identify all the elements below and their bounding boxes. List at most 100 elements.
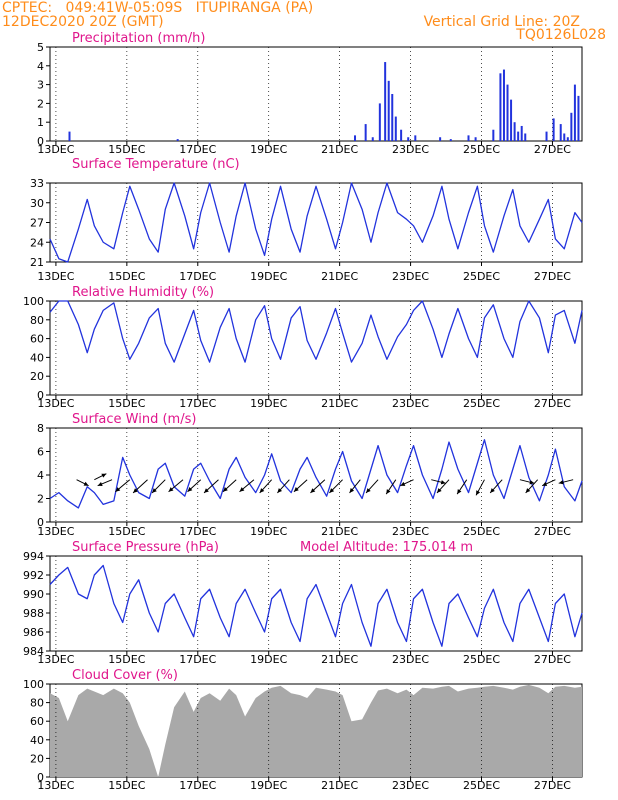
y-tick-label: 30 [30,197,44,210]
y-tick-label: 2 [37,493,44,506]
panel-title: Precipitation (mm/h) [72,31,205,46]
x-tick-label: 17DEC [179,270,216,283]
header-model-code: TQ0126L028 [516,27,606,43]
y-tick-label: 40 [30,734,44,747]
x-tick-label: 15DEC [108,779,145,792]
precip-bar [563,133,566,141]
x-tick-label: 13DEC [37,397,74,410]
panel-pres: 984 986 988 990 992 994 13DEC 15DEC 17DEC 19DEC 21… [23,540,583,666]
precip-bar [400,129,403,141]
x-tick-label: 13DEC [37,653,74,666]
series-line [49,300,583,363]
precip-bar [506,84,509,141]
x-tick-label: 23DEC [392,143,429,156]
y-tick-label: 0 [37,389,44,402]
y-tick-label: 21 [30,256,44,269]
wind-arrow-head [83,481,89,486]
wind-arrow-head [400,481,406,486]
series-line [49,564,583,647]
y-tick-label: 80 [30,314,44,327]
y-tick-label: 2 [37,97,44,110]
x-tick-label: 21DEC [321,525,358,538]
header-station: CPTEC: 049:41W-05:09S ITUPIRANGA (PA) [2,0,314,16]
panel-rh: 0 20 40 60 80 100 13DEC 15DEC 17DEC 19DEC 21DEC 23D… [23,285,583,410]
precip-bar [387,80,390,141]
precip-bar [517,131,520,141]
wind-arrow-head [97,481,103,486]
y-tick-label: 60 [30,715,44,728]
precip-bar [559,124,562,141]
wind-arrow-head [310,488,316,493]
x-tick-label: 15DEC [108,143,145,156]
x-tick-label: 25DEC [463,653,500,666]
y-tick-label: 6 [37,446,44,459]
x-tick-label: 13DEC [37,143,74,156]
precip-bar [354,135,357,141]
x-tick-label: 27DEC [534,270,571,283]
plot-frame [49,300,583,396]
y-tick-label: 80 [30,697,44,710]
x-tick-label: 23DEC [392,525,429,538]
x-tick-label: 27DEC [534,143,571,156]
wind-arrow-head [133,488,138,493]
precip-bar [414,135,417,141]
x-tick-label: 17DEC [179,779,216,792]
x-tick-label: 25DEC [463,779,500,792]
x-tick-label: 21DEC [321,270,358,283]
wind-arrow-head [293,487,299,492]
precip-bar [371,137,374,141]
x-tick-label: 19DEC [250,525,287,538]
x-tick-label: 23DEC [392,779,429,792]
y-tick-label: 33 [30,177,44,190]
x-tick-label: 25DEC [463,143,500,156]
y-tick-label: 8 [37,422,44,435]
precip-bar [449,139,452,141]
y-tick-label: 27 [30,217,44,230]
wind-arrow-head [457,489,462,495]
series-line [49,182,583,263]
y-tick-label: 988 [23,607,44,620]
x-tick-label: 23DEC [392,397,429,410]
x-tick-label: 19DEC [250,779,287,792]
precip-bar [394,116,397,141]
x-tick-label: 19DEC [250,270,287,283]
panel-title: Cloud Cover (%) [72,668,178,683]
y-tick-label: 990 [23,588,44,601]
wind-arrow-head [101,473,107,478]
series-line [49,439,583,509]
precip-bar [545,131,548,141]
y-tick-label: 0 [37,135,44,148]
precip-bar [492,129,495,141]
y-tick-label: 60 [30,333,44,346]
x-tick-label: 25DEC [463,397,500,410]
precip-bar [552,118,555,141]
y-tick-label: 20 [30,752,44,765]
precip-bar [577,95,580,141]
x-tick-label: 15DEC [108,653,145,666]
wind-arrow-head [525,488,531,493]
x-tick-label: 27DEC [534,397,571,410]
panel-cloud: 0 20 40 60 80 100 13DEC 15DEC 17DEC 19DEC 21DEC 23D… [23,668,583,792]
y-tick-label: 100 [23,678,44,691]
y-tick-label: 994 [23,550,44,563]
precip-bar [407,137,410,141]
x-tick-label: 19DEC [250,653,287,666]
header-grid-line: Vertical Grid Line: 20Z [423,14,580,30]
panel-title: Surface Wind (m/s) [72,412,196,427]
wind-arrow-head [239,487,245,492]
x-tick-label: 17DEC [179,397,216,410]
x-tick-label: 13DEC [37,270,74,283]
wind-arrow-head [187,487,193,492]
x-tick-label: 13DEC [37,525,74,538]
y-tick-label: 3 [37,79,44,92]
wind-arrow-head [349,488,355,493]
y-tick-label: 40 [30,351,44,364]
x-tick-label: 23DEC [392,653,429,666]
precip-bar [499,73,502,141]
x-tick-label: 25DEC [463,525,500,538]
wind-arrow-head [204,488,209,493]
x-tick-label: 23DEC [392,270,429,283]
wind-arrow-head [223,487,228,492]
wind-arrow-head [490,488,495,493]
wind-arrow-head [558,480,564,485]
